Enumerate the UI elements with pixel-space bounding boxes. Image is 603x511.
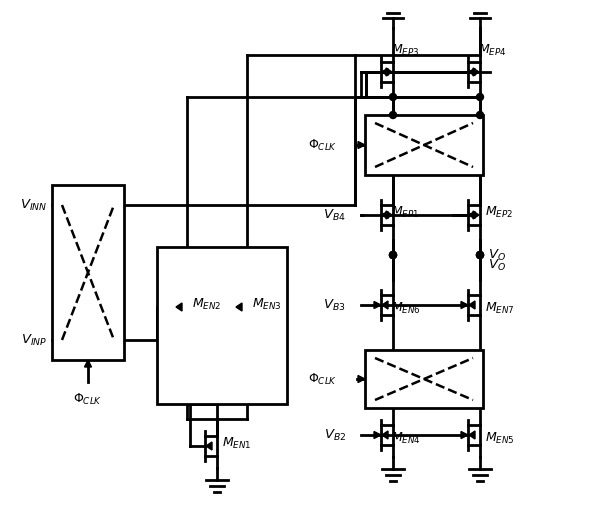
Polygon shape (374, 301, 381, 309)
Text: $V_O$: $V_O$ (488, 247, 506, 263)
Text: $M_{EP2}$: $M_{EP2}$ (485, 204, 513, 220)
Polygon shape (358, 376, 365, 383)
Text: $M_{EN4}$: $M_{EN4}$ (391, 430, 421, 446)
Polygon shape (236, 303, 242, 311)
Text: $V_O$: $V_O$ (488, 258, 506, 273)
Circle shape (390, 111, 397, 119)
Polygon shape (358, 142, 365, 149)
Polygon shape (84, 360, 92, 367)
Bar (157, 247, 287, 404)
Text: $\Phi_{CLK}$: $\Phi_{CLK}$ (308, 371, 337, 386)
Text: $M_{EN5}$: $M_{EN5}$ (485, 430, 515, 446)
Circle shape (476, 94, 484, 101)
Circle shape (476, 251, 484, 259)
Text: $M_{EN3}$: $M_{EN3}$ (252, 296, 282, 312)
Circle shape (476, 111, 484, 119)
Text: $V_{B2}$: $V_{B2}$ (324, 427, 346, 443)
Circle shape (390, 251, 397, 259)
Text: $\Phi_{CLK}$: $\Phi_{CLK}$ (74, 392, 103, 407)
Polygon shape (386, 211, 392, 219)
Text: $M_{EP4}$: $M_{EP4}$ (478, 42, 507, 58)
Polygon shape (374, 431, 381, 438)
Polygon shape (473, 68, 479, 76)
Polygon shape (469, 431, 475, 439)
Polygon shape (206, 442, 212, 450)
Circle shape (390, 94, 397, 101)
Bar (365, 115, 483, 175)
Text: $M_{EN7}$: $M_{EN7}$ (485, 300, 515, 316)
Text: $M_{EN2}$: $M_{EN2}$ (192, 296, 221, 312)
Bar (52, 185, 124, 360)
Polygon shape (382, 301, 388, 309)
Polygon shape (461, 301, 468, 309)
Polygon shape (381, 68, 388, 76)
Polygon shape (468, 212, 475, 219)
Text: $V_{INN}$: $V_{INN}$ (19, 197, 47, 213)
Circle shape (476, 251, 484, 259)
Text: $\Phi_{CLK}$: $\Phi_{CLK}$ (308, 137, 337, 153)
Polygon shape (386, 68, 392, 76)
Text: $V_{B3}$: $V_{B3}$ (323, 297, 346, 313)
Polygon shape (468, 68, 475, 76)
Circle shape (390, 251, 397, 259)
Circle shape (476, 251, 484, 259)
Circle shape (390, 251, 397, 259)
Text: $M_{EP1}$: $M_{EP1}$ (391, 204, 419, 220)
Text: $M_{EP3}$: $M_{EP3}$ (391, 42, 420, 58)
Text: $V_{INP}$: $V_{INP}$ (21, 333, 47, 347)
Text: $V_{B4}$: $V_{B4}$ (323, 207, 346, 223)
Polygon shape (469, 301, 475, 309)
Text: $M_{EN6}$: $M_{EN6}$ (391, 300, 421, 316)
Polygon shape (461, 431, 468, 438)
Polygon shape (176, 303, 182, 311)
Polygon shape (382, 431, 388, 439)
Polygon shape (381, 212, 388, 219)
Polygon shape (473, 211, 479, 219)
Bar (365, 350, 483, 408)
Text: $M_{EN1}$: $M_{EN1}$ (222, 435, 251, 451)
